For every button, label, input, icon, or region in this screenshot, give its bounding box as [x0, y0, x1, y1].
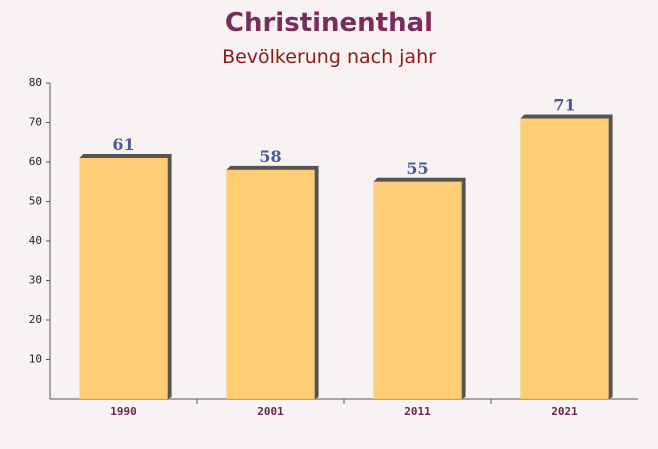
value-label: 71 — [553, 96, 575, 115]
bar — [226, 169, 315, 399]
chart-title: Christinenthal — [225, 8, 433, 38]
y-tick-label: 40 — [29, 234, 42, 247]
bar — [373, 181, 462, 399]
bar — [79, 158, 168, 399]
bar — [520, 118, 609, 400]
y-tick-label: 10 — [29, 353, 42, 366]
x-tick-label: 2001 — [257, 405, 284, 418]
y-tick-label: 50 — [29, 195, 42, 208]
y-tick-label: 80 — [29, 76, 42, 89]
value-label: 61 — [112, 135, 134, 154]
y-tick-label: 70 — [29, 116, 42, 129]
x-tick-label: 1990 — [110, 405, 137, 418]
chart-subtitle: Bevölkerung nach jahr — [222, 46, 436, 68]
y-tick-label: 30 — [29, 274, 42, 287]
x-tick-label: 2021 — [551, 405, 578, 418]
value-label: 58 — [259, 147, 281, 166]
y-tick-label: 20 — [29, 313, 42, 326]
y-tick-label: 60 — [29, 155, 42, 168]
value-label: 55 — [406, 159, 428, 178]
x-tick-label: 2011 — [404, 405, 431, 418]
